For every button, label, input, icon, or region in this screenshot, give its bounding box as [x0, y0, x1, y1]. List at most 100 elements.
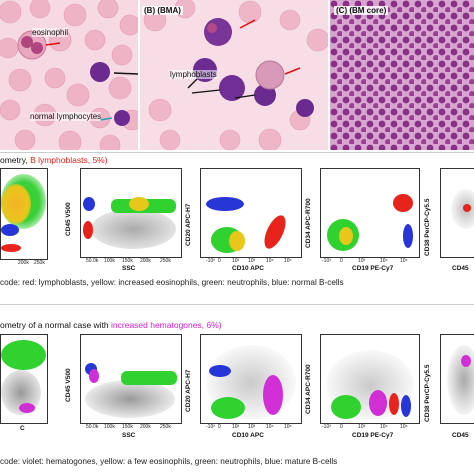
micro-panel-c — [330, 0, 474, 150]
row1-p1-xlabel: SSC — [122, 265, 136, 272]
row2-p2-xtick: 10² — [232, 424, 240, 430]
row2-p1-xtick: 200k — [140, 424, 151, 430]
row2-p2-green-cluster — [211, 397, 245, 419]
row2-p2-xlabel: CD10 APC — [232, 432, 264, 439]
panel-b-label: (B) (BMA) — [142, 6, 183, 15]
row2-p2-ylabel: CD20 APC-H7 — [185, 369, 192, 412]
micro-panel-a — [0, 0, 138, 150]
row1-p2-xtick: 10⁵ — [284, 258, 292, 264]
row2-p2-blue-cluster — [209, 365, 231, 377]
panel-c-label: (C) (BM core) — [334, 6, 389, 15]
row2-p2-xtick: 10⁴ — [266, 424, 274, 430]
row2-p1-xtick: 50.0k — [86, 424, 99, 430]
row1-p1-blue-cluster — [83, 197, 95, 211]
row2-p3-cd34-cd19-plot — [320, 334, 420, 424]
row1-p3-xtick: 10³ — [358, 258, 366, 264]
row1-p2-xtick: 10² — [232, 258, 240, 264]
normal-lymphocytes-annotation: normal lymphocytes — [30, 112, 102, 121]
row2-p2-xtick: -10² — [206, 424, 215, 430]
row2-p4-gray-cloud — [447, 345, 474, 415]
row1-left-tick-200k: 200k — [18, 260, 29, 266]
row2-p1-xtick: 150k — [122, 424, 133, 430]
row2-p3-xlabel: CD19 PE-Cy7 — [352, 432, 394, 439]
row1-p3-yellow-cluster — [339, 227, 353, 245]
bone-marrow-aspirate-image — [143, 0, 328, 150]
row2-p1-violet-cluster — [89, 369, 99, 383]
row1-p4-cd38-cd45-plot — [440, 168, 474, 258]
divider-middle — [0, 304, 474, 305]
section2-legend: code: violet: hematogones, yellow: a few… — [0, 457, 338, 466]
lymphoblasts-annotation: lymphoblasts — [170, 70, 217, 79]
row1-p2-xlabel: CD10 APC — [232, 265, 264, 272]
section1-title-prefix: ometry, — [0, 155, 31, 165]
row1-p2-xtick: 10⁴ — [266, 258, 274, 264]
divider-top — [0, 152, 474, 153]
row2-p1-green-cluster — [121, 371, 177, 385]
row2-p2-violet-cluster — [263, 375, 283, 415]
row1-p3-blue-cluster — [403, 224, 413, 248]
row1-p2-xtick: 0 — [218, 258, 221, 264]
row2-left-xlabel: C — [20, 425, 25, 432]
row2-p2-xtick: 10⁵ — [284, 424, 292, 430]
row2-p3-red-cluster — [389, 393, 399, 415]
row1-partial-red-cluster — [1, 244, 21, 252]
row2-p3-green-cluster — [331, 395, 361, 419]
panel-b-letter: (B) — [144, 6, 156, 15]
row1-p2-xtick: -10² — [206, 258, 215, 264]
row1-p1-ylabel: CD45 V500 — [65, 202, 72, 236]
panel-c-suffix: (BM core) — [349, 6, 387, 15]
row1-p2-xtick: 10³ — [248, 258, 256, 264]
bone-marrow-core-image — [330, 0, 474, 150]
row2-p1-cd45-ssc-plot — [80, 334, 182, 424]
row1-p1-xtick: 250k — [160, 258, 171, 264]
row1-p1-xtick: 50.0k — [86, 258, 99, 264]
row1-left-tick-250k: 250k — [34, 260, 45, 266]
row1-p1-xtick: 200k — [140, 258, 151, 264]
row1-p4-red-cluster — [463, 204, 471, 212]
row1-p1-yellow-cluster — [129, 197, 149, 211]
row1-p1-cd45-ssc-plot — [80, 168, 182, 258]
row1-p1-red-cluster — [83, 221, 93, 239]
row1-p3-xtick: 10⁵ — [400, 258, 408, 264]
section1-title: ometry, B lymphoblasts, 5%) — [0, 155, 108, 165]
row2-p1-xlabel: SSC — [122, 432, 136, 439]
row1-p3-xtick: 10⁴ — [380, 258, 388, 264]
row2-p3-violet-cluster — [369, 390, 387, 416]
row2-p1-ylabel: CD45 V500 — [65, 368, 72, 402]
row2-p3-xtick: 10⁴ — [380, 424, 388, 430]
row1-p1-xtick: 150k — [122, 258, 133, 264]
row1-p3-cd34-cd19-plot — [320, 168, 420, 258]
row2-p4-cd38-cd45-plot — [440, 334, 474, 424]
section1-legend: code: red: lymphoblasts, yellow: increas… — [0, 278, 344, 287]
row2-p3-ylabel: CD34 APC-R700 — [305, 364, 312, 414]
row1-partial-plot — [0, 168, 48, 260]
row2-p1-xtick: 100k — [104, 424, 115, 430]
row2-partial-green-cluster — [1, 340, 46, 370]
section2-title-prefix: ometry of a normal case with — [0, 320, 112, 330]
row2-p3-blue-cluster — [401, 395, 411, 417]
row2-partial-violet-cluster — [19, 403, 35, 413]
row1-p2-blue-cluster — [206, 197, 244, 211]
eosinophil-annotation: eosinophil — [32, 28, 69, 37]
row2-p1-gray-cloud — [85, 380, 175, 418]
row1-p4-ylabel: CD38 PerCP-Cy5.5 — [424, 198, 431, 256]
row1-p2-red-cluster — [260, 212, 290, 252]
row1-p1-gray-cloud — [91, 209, 176, 249]
row1-p3-xlabel: CD19 PE-Cy7 — [352, 265, 394, 272]
row2-p3-xtick: 0 — [340, 424, 343, 430]
row1-partial-blue-cluster — [1, 224, 19, 236]
row1-p3-red-cluster — [393, 194, 413, 212]
row1-p4-xlabel: CD45 — [452, 265, 469, 272]
row1-p2-ylabel: CD20 APC-H7 — [185, 203, 192, 246]
row2-p4-ylabel: CD38 PerCP-Cy5.5 — [424, 364, 431, 422]
row2-p4-xlabel: CD45 — [452, 432, 469, 439]
row1-p1-xtick: 100k — [104, 258, 115, 264]
row1-p3-xtick: -10³ — [322, 258, 331, 264]
row2-p2-cd20-cd10-plot — [200, 334, 302, 424]
row1-p4-gray-cloud — [451, 189, 474, 229]
section1-title-highlight: B lymphoblasts, 5%) — [30, 155, 108, 165]
row1-partial-yellow-cluster — [1, 184, 31, 224]
peripheral-blood-smear-image — [0, 0, 138, 150]
row2-p1-xtick: 250k — [160, 424, 171, 430]
section2-title-highlight: increased hematogones, 6%) — [111, 320, 222, 330]
